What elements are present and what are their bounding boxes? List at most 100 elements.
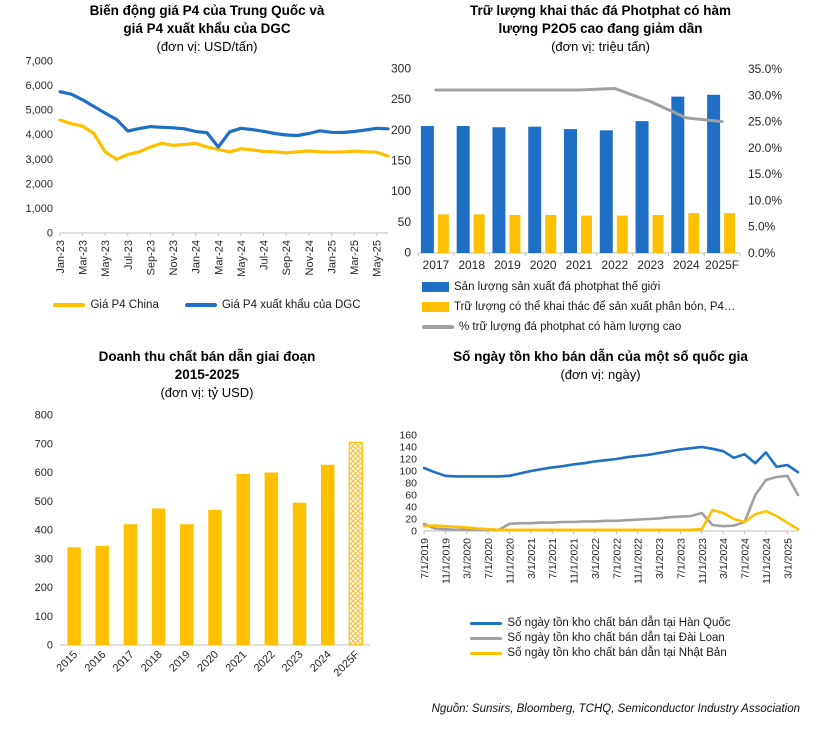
svg-text:0: 0 (47, 228, 53, 240)
svg-text:3,000: 3,000 (25, 154, 53, 166)
phosphate-combo-chart: 0 50 100 150 200 250 300 0.0% 5.0% 10.0% 15.0% 20.0… (388, 55, 813, 275)
svg-text:0.0%: 0.0% (748, 246, 776, 260)
svg-text:11/1/2024: 11/1/2024 (761, 538, 773, 584)
svg-text:120: 120 (399, 454, 417, 466)
svg-text:1,000: 1,000 (25, 203, 53, 215)
svg-text:4,000: 4,000 (25, 129, 53, 141)
svg-text:Jul-24: Jul-24 (259, 240, 271, 270)
svg-text:20: 20 (405, 514, 417, 526)
legend-item: Số ngày tồn kho chất bán dẫn tại Hàn Quố… (470, 617, 731, 629)
legend-item: Sản lượng sản xuất đá photphat thế giới (422, 281, 813, 293)
svg-text:Sep-24: Sep-24 (281, 240, 293, 275)
legend-item: Số ngày tồn kho chất bán dẫn tại Nhật Bả… (470, 647, 730, 659)
svg-text:50: 50 (398, 215, 412, 229)
svg-text:250: 250 (391, 92, 411, 106)
svg-text:200: 200 (391, 123, 411, 137)
source-note: Nguồn: Sunsirs, Bloomberg, TCHQ, Semicon… (431, 703, 800, 715)
svg-text:500: 500 (35, 496, 53, 508)
inventory-line-chart: 0 20 40 60 80 100 120 140 160 7/1/2019 11/1/2019 3/… (388, 383, 813, 615)
p4-chart-unit: (đơn vị: USD/tấn) (156, 38, 258, 54)
svg-text:2022: 2022 (252, 649, 278, 675)
svg-text:7,000: 7,000 (25, 56, 53, 68)
svg-text:11/1/2019: 11/1/2019 (440, 538, 452, 584)
svg-text:2025F: 2025F (705, 258, 739, 272)
svg-text:11/1/2020: 11/1/2020 (505, 538, 517, 584)
svg-text:May-24: May-24 (236, 240, 248, 277)
semis-title-line1: Doanh thu chất bán dẫn giai đoạn (98, 349, 316, 364)
svg-text:3/1/2021: 3/1/2021 (526, 538, 538, 579)
svg-text:80: 80 (405, 478, 417, 490)
phosphate-chart-unit: (đơn vị: triệu tấn) (551, 38, 650, 54)
svg-text:0: 0 (47, 640, 53, 652)
svg-text:800: 800 (35, 410, 53, 422)
svg-text:100: 100 (399, 466, 417, 478)
legend-label: % trữ lượng đá photphat có hàm lượng cao (459, 321, 682, 334)
svg-text:7/1/2024: 7/1/2024 (740, 538, 752, 579)
svg-text:3/1/2022: 3/1/2022 (590, 538, 602, 579)
legend-item: Trữ lượng có thể khai thác để sản xuất p… (422, 301, 813, 313)
svg-text:2018: 2018 (139, 649, 165, 675)
svg-text:60: 60 (405, 490, 417, 502)
svg-text:160: 160 (399, 430, 417, 442)
svg-text:150: 150 (391, 154, 411, 168)
svg-text:2023: 2023 (280, 649, 306, 675)
svg-text:2025F: 2025F (331, 649, 362, 680)
svg-text:600: 600 (35, 467, 53, 479)
svg-text:Mar-25: Mar-25 (349, 240, 361, 275)
p4-title-line1: Biến động giá P4 của Trung Quốc và (89, 3, 325, 18)
legend-item: Giá P4 China (53, 299, 159, 311)
svg-text:2017: 2017 (111, 649, 137, 675)
svg-text:3/1/2024: 3/1/2024 (718, 538, 730, 579)
svg-text:100: 100 (391, 184, 411, 198)
svg-text:Nov-23: Nov-23 (168, 240, 180, 275)
svg-text:2024: 2024 (673, 258, 700, 272)
svg-text:700: 700 (35, 438, 53, 450)
legend-label: Số ngày tồn kho chất bán dẫn tại Đài Loa… (507, 632, 725, 645)
svg-text:2024: 2024 (308, 649, 334, 675)
svg-text:0: 0 (404, 246, 411, 260)
svg-text:2021: 2021 (566, 258, 593, 272)
svg-text:100: 100 (35, 611, 53, 623)
svg-text:11/1/2021: 11/1/2021 (569, 538, 581, 584)
legend-label: Sản lượng sản xuất đá photphat thế giới (454, 281, 661, 294)
svg-text:400: 400 (35, 525, 53, 537)
legend-line-swatch (470, 621, 503, 626)
svg-text:Jan-23: Jan-23 (55, 240, 67, 274)
svg-text:Mar-24: Mar-24 (213, 240, 225, 275)
svg-text:2019: 2019 (167, 649, 193, 675)
svg-text:2021: 2021 (224, 649, 250, 675)
legend-label: Số ngày tồn kho chất bán dẫn tại Nhật Bả… (507, 647, 727, 660)
svg-text:2022: 2022 (601, 258, 628, 272)
inventory-days-panel: Số ngày tồn kho bán dẫn của một số quốc … (388, 348, 813, 659)
legend-line-swatch (53, 303, 86, 307)
svg-text:200: 200 (35, 582, 53, 594)
phosphate-legend: Sản lượng sản xuất đá photphat thế giới T… (422, 281, 813, 333)
svg-text:2020: 2020 (195, 649, 221, 675)
svg-text:5,000: 5,000 (25, 105, 53, 117)
svg-text:2019: 2019 (494, 258, 521, 272)
inventory-legend: Số ngày tồn kho chất bán dẫn tại Hàn Quố… (470, 617, 731, 659)
p4-price-panel: Biến động giá P4 của Trung Quốc và giá P… (18, 2, 396, 311)
semis-title-line2: 2015-2025 (174, 366, 240, 382)
svg-text:7/1/2023: 7/1/2023 (676, 538, 688, 579)
legend-label: Trữ lượng có thể khai thác để sản xuất p… (454, 301, 736, 314)
svg-text:2,000: 2,000 (25, 179, 53, 191)
svg-text:300: 300 (35, 553, 53, 565)
svg-text:15.0%: 15.0% (748, 167, 782, 181)
svg-text:7/1/2020: 7/1/2020 (483, 538, 495, 579)
svg-text:30.0%: 30.0% (748, 88, 782, 102)
svg-text:May-25: May-25 (372, 240, 384, 277)
inventory-title-line1: Số ngày tồn kho bán dẫn của một số quốc … (453, 349, 748, 364)
svg-text:300: 300 (391, 62, 411, 76)
svg-text:3/1/2023: 3/1/2023 (654, 538, 666, 579)
p4-line-chart: 0 1,000 2,000 3,000 4,000 5,000 6,000 7,000 Jan-… (18, 55, 396, 285)
legend-line-swatch (184, 303, 217, 307)
svg-text:Jul-23: Jul-23 (123, 240, 135, 270)
semis-chart-title: Doanh thu chất bán dẫn giai đoạn 2015-20… (18, 348, 396, 401)
legend-box-swatch (422, 282, 449, 293)
phosphate-title-line1: Trữ lượng khai thác đá Photphat có hàm (470, 3, 731, 18)
svg-text:10.0%: 10.0% (748, 194, 782, 208)
svg-text:3/1/2025: 3/1/2025 (782, 538, 794, 579)
inventory-chart-title: Số ngày tồn kho bán dẫn của một số quốc … (388, 348, 813, 383)
